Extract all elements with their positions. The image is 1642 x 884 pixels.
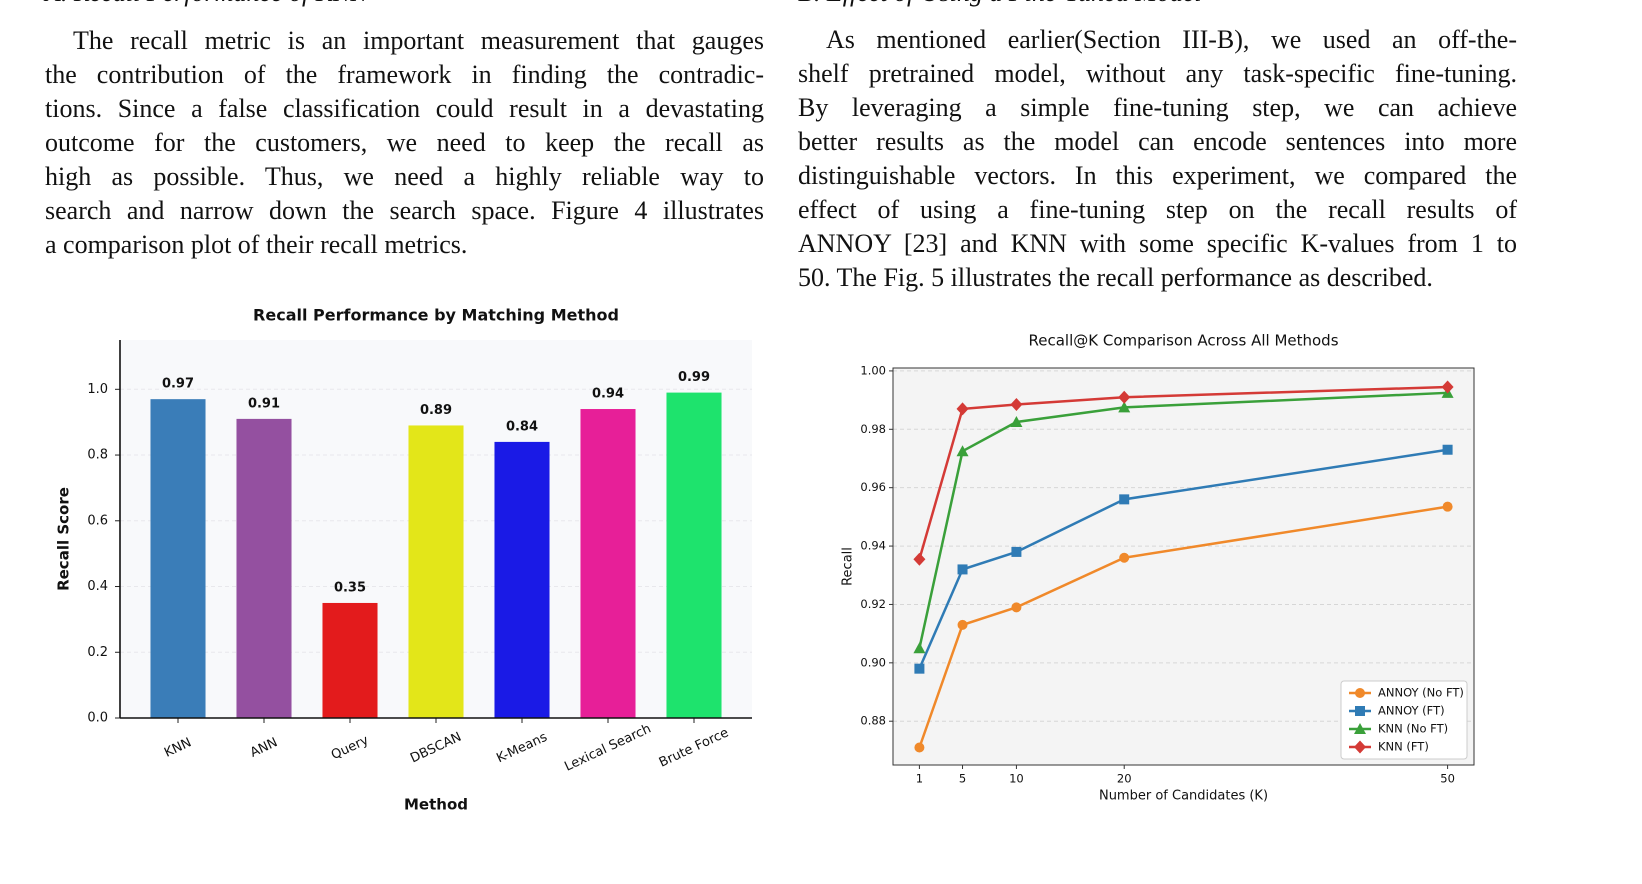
legend-marker [1355, 706, 1365, 716]
y-tick-label: 0.94 [860, 539, 886, 553]
section-heading: A. Recall Performance of KNN [45, 0, 368, 8]
marker [956, 402, 969, 416]
chart-title: Recall@K Comparison Across All Methods [1028, 332, 1338, 350]
x-tick-label: K-Means [494, 730, 550, 767]
x-tick-label: 50 [1440, 772, 1455, 786]
x-tick-label: 1 [916, 772, 923, 786]
marker [1442, 444, 1453, 455]
paragraph-line: effect of using a fine-tuning step on th… [798, 195, 1517, 224]
paragraph-line: a comparison plot of their recall metric… [45, 230, 468, 259]
y-tick-label: 0.92 [860, 597, 886, 611]
y-tick-label: 0.88 [860, 714, 886, 728]
x-axis-title: Number of Candidates (K) [1099, 789, 1268, 804]
y-axis-title: Recall Score [55, 487, 73, 591]
marker [913, 552, 926, 566]
legend-label: ANNOY (No FT) [1378, 686, 1464, 700]
value-label: 0.97 [162, 377, 194, 392]
y-tick-label: 0.6 [87, 513, 108, 528]
chart-title: Recall Performance by Matching Method [253, 306, 619, 325]
paragraph-line: shelf pretrained model, without any task… [798, 59, 1517, 88]
y-tick-label: 1.00 [860, 363, 886, 377]
y-tick-label: 0.2 [87, 645, 108, 660]
marker [1441, 380, 1454, 394]
value-label: 0.94 [592, 387, 624, 402]
marker [1010, 397, 1023, 411]
marker [956, 445, 969, 457]
marker [1011, 546, 1022, 557]
value-label: 0.99 [678, 370, 710, 385]
paragraph-line: outcome for the customers, we need to ke… [45, 128, 764, 157]
paragraph-line: distinguishable vectors. In this experim… [798, 161, 1517, 190]
legend-marker [1354, 740, 1366, 754]
bar [666, 392, 722, 718]
marker [1010, 416, 1023, 428]
paragraph-line: high as possible. Thus, we need a highly… [45, 162, 764, 191]
y-tick-label: 0.8 [87, 448, 108, 463]
marker [913, 642, 926, 654]
marker [914, 742, 925, 753]
value-label: 0.84 [506, 419, 538, 434]
legend-label: KNN (FT) [1378, 740, 1429, 754]
x-tick-label: Brute Force [657, 725, 731, 770]
y-tick-label: 1.0 [87, 382, 108, 397]
section-heading: B. Effect of Using a Fine-Tuned Model [798, 0, 1202, 8]
marker [1119, 494, 1130, 505]
y-tick-label: 0.96 [860, 480, 886, 494]
x-tick-label: Query [329, 733, 371, 763]
y-tick-label: 0.90 [860, 655, 886, 669]
bar [580, 409, 636, 718]
value-label: 0.91 [248, 396, 280, 411]
marker [1442, 501, 1453, 512]
bar [150, 399, 206, 718]
x-tick-label: 20 [1117, 772, 1132, 786]
marker [1118, 390, 1131, 404]
marker [1119, 552, 1130, 563]
bar [236, 418, 292, 718]
bar [494, 441, 550, 718]
paragraph-line: As mentioned earlier(Section III-B), we … [826, 25, 1517, 54]
paragraph-line: better results as the model can encode s… [798, 127, 1517, 156]
x-tick-label: Lexical Search [562, 721, 653, 774]
paragraph-line: 50. The Fig. 5 illustrates the recall pe… [798, 263, 1433, 292]
bar [408, 425, 464, 718]
legend-label: KNN (No FT) [1378, 722, 1448, 736]
x-tick-label: KNN [162, 735, 194, 760]
legend-label: ANNOY (FT) [1378, 704, 1445, 718]
x-tick-label: DBSCAN [408, 730, 464, 767]
x-tick-label: 5 [959, 772, 966, 786]
legend-box [1340, 680, 1468, 760]
marker [1011, 602, 1022, 613]
paragraph-line: tions. Since a false classification coul… [45, 94, 764, 123]
paragraph-line: search and narrow down the search space.… [45, 196, 764, 225]
paragraph-line: the contribution of the framework in fin… [45, 60, 764, 89]
plot-frame [892, 367, 1475, 766]
value-label: 0.89 [420, 403, 452, 418]
x-tick-label: ANN [248, 735, 280, 761]
marker [914, 663, 925, 674]
y-tick-label: 0.98 [860, 422, 886, 436]
value-label: 0.35 [334, 580, 366, 595]
x-axis-title: Method [404, 796, 468, 814]
paragraph-line: The recall metric is an important measur… [73, 26, 764, 55]
y-axis-title: Recall [841, 547, 856, 586]
legend-marker [1354, 723, 1366, 734]
paragraph-line: ANNOY [23] and KNN with some specific K-… [798, 229, 1517, 258]
y-tick-label: 0.0 [87, 711, 108, 726]
marker [957, 564, 968, 575]
legend-marker [1355, 688, 1365, 698]
marker [1118, 401, 1131, 413]
paragraph-line: By leveraging a simple fine-tuning step,… [798, 93, 1517, 122]
bar [322, 602, 378, 718]
marker [957, 619, 968, 630]
y-tick-label: 0.4 [87, 579, 108, 594]
x-tick-label: 10 [1009, 772, 1024, 786]
